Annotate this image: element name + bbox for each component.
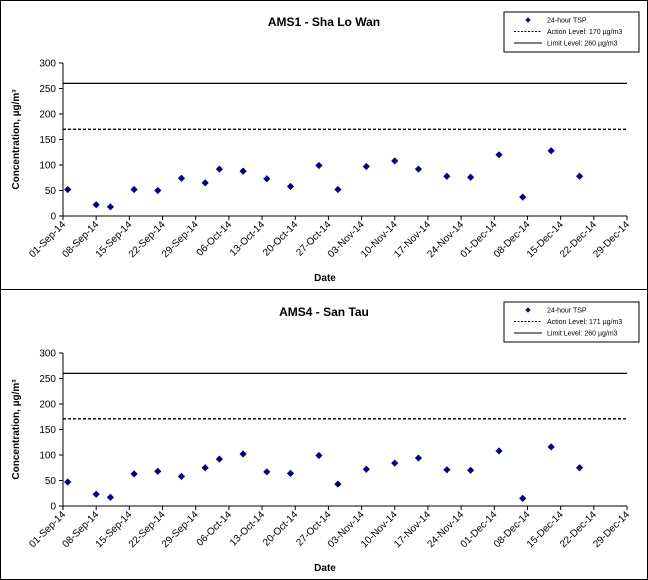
legend-label: Action Level: 171 µg/m3 <box>547 319 622 326</box>
legend-label: Limit Level: 260 µg/m3 <box>547 41 618 48</box>
x-axis-label: Date <box>314 273 336 284</box>
y-tick-label: 100 <box>39 161 56 172</box>
data-point <box>547 443 555 451</box>
data-point <box>286 182 295 191</box>
x-tick-label: 20-Oct-14 <box>261 509 301 549</box>
x-tick-label: 29-Sep-14 <box>160 219 201 260</box>
data-point <box>576 464 584 472</box>
data-point <box>201 179 209 187</box>
chart-title: AMS1 - Sha Lo Wan <box>268 15 380 29</box>
data-point <box>334 480 342 488</box>
y-tick-label: 200 <box>39 400 56 411</box>
y-axis-label: Concentration, µg/m³ <box>11 89 22 190</box>
data-point <box>106 203 114 211</box>
chart-ams1-svg: AMS1 - Sha Lo Wan05010015020025030001-Se… <box>11 11 640 284</box>
data-point <box>154 186 162 195</box>
data-point <box>443 172 451 180</box>
data-point <box>64 478 72 486</box>
y-tick-label: 200 <box>39 110 56 121</box>
data-point <box>466 466 475 474</box>
data-point <box>92 201 100 209</box>
data-point <box>286 469 295 477</box>
data-point <box>106 493 114 501</box>
legend: 24-hour TSP Action Level: 171 µg/m3 Limit … <box>503 301 640 343</box>
data-point <box>215 455 224 463</box>
data-point <box>130 185 138 194</box>
data-point <box>519 494 527 502</box>
chart-panel-ams4: AMS4 - San Tau 0 50 100 150 200 250 300 01-Sep-1… <box>1 291 647 579</box>
data-point <box>177 472 186 481</box>
data-point <box>201 464 209 472</box>
data-point <box>64 185 72 194</box>
data-point <box>239 167 247 175</box>
data-point <box>443 466 451 474</box>
y-tick-label: 50 <box>45 476 57 487</box>
data-point <box>263 468 271 476</box>
y-tick-label: 0 <box>50 502 56 513</box>
data-point <box>576 172 584 180</box>
chart-title: AMS4 - San Tau <box>279 305 369 319</box>
x-tick-label: 13-Oct-14 <box>228 219 268 259</box>
legend-label: Limit Level: 260 µg/m3 <box>547 331 618 338</box>
x-tick-label: 06-Oct-14 <box>195 219 235 259</box>
x-tick-label: 13-Oct-14 <box>228 509 268 549</box>
data-point <box>263 175 271 183</box>
data-point <box>334 185 342 194</box>
data-point <box>495 151 503 159</box>
x-axis-label: Date <box>314 563 336 574</box>
y-tick-label: 300 <box>39 59 56 70</box>
x-tick-label: 06-Oct-14 <box>195 509 235 549</box>
data-point <box>519 193 527 201</box>
data-point <box>414 165 423 173</box>
data-point <box>315 161 323 170</box>
y-tick-label: 150 <box>39 135 56 146</box>
data-point <box>154 467 162 475</box>
legend-label: 24-hour TSP <box>547 308 587 315</box>
x-tick-label: 29-Dec-14 <box>591 509 632 550</box>
legend-marker-tsp <box>525 307 531 313</box>
data-point <box>239 450 247 458</box>
x-tick-label: 20-Oct-14 <box>261 219 301 259</box>
data-point <box>362 465 370 473</box>
legend-label: Action Level: 170 µg/m3 <box>547 29 622 36</box>
x-tick-label: 29-Dec-14 <box>591 219 632 260</box>
data-point <box>130 470 138 478</box>
x-tick-label: 29-Sep-14 <box>160 509 201 550</box>
data-point <box>414 454 423 462</box>
data-point <box>92 490 100 498</box>
y-tick-label: 250 <box>39 84 56 95</box>
data-point <box>362 162 370 171</box>
legend-label: 24-hour TSP <box>547 18 587 25</box>
data-point <box>547 147 555 155</box>
data-point <box>315 451 323 460</box>
chart-ams4-svg: AMS4 - San Tau05010015020025030001-Sep-1… <box>11 301 640 574</box>
data-point <box>177 174 186 182</box>
y-axis-label: Concentration, µg/m³ <box>11 379 22 480</box>
legend-marker-tsp <box>525 17 531 23</box>
data-point <box>495 447 503 455</box>
y-tick-label: 150 <box>39 425 56 436</box>
y-tick-label: 50 <box>45 186 57 197</box>
legend: 24-hour TSP Action Level: 170 µg/m3 Limit … <box>503 11 640 53</box>
y-tick-label: 250 <box>39 374 56 385</box>
data-point <box>466 173 475 181</box>
y-tick-label: 0 <box>50 212 56 223</box>
data-point <box>391 157 399 165</box>
y-tick-label: 300 <box>39 349 56 360</box>
data-point <box>215 165 224 173</box>
y-tick-label: 100 <box>39 451 56 462</box>
data-point <box>391 459 399 467</box>
chart-panel-ams1: AMS1 - Sha Lo Wan 0 50 100 150 200 250 300 01-Se… <box>1 1 647 290</box>
